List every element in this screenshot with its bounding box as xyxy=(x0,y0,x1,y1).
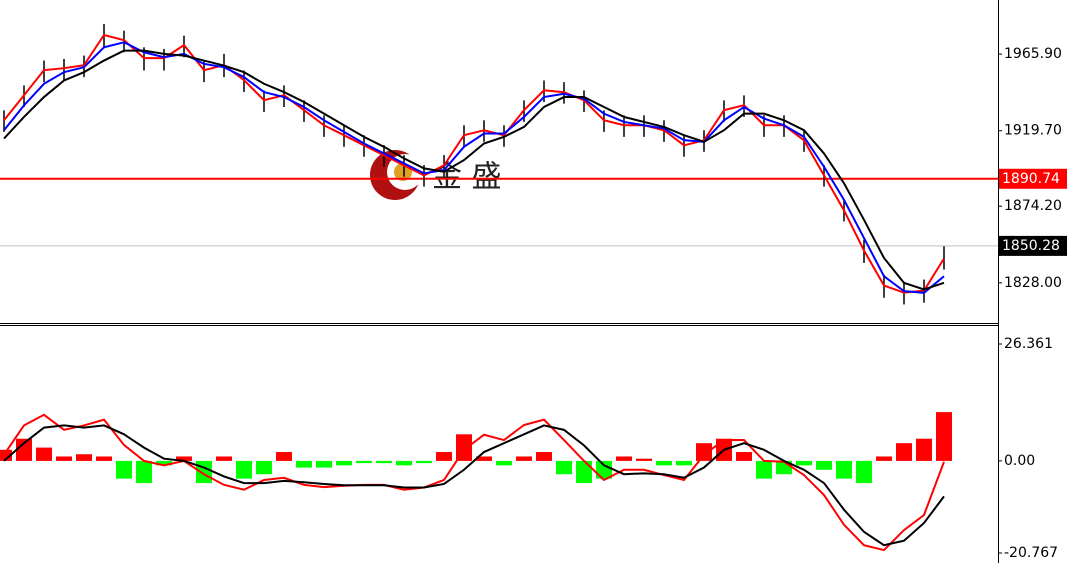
histogram-bar xyxy=(736,452,752,461)
histogram-bar xyxy=(156,460,172,466)
histogram-bar xyxy=(796,460,812,466)
histogram-bar xyxy=(596,460,612,479)
histogram-bar xyxy=(376,460,392,464)
y-tick-label: 1965.90 xyxy=(1004,46,1062,62)
histogram-bar xyxy=(816,460,832,470)
histogram-bar xyxy=(656,460,672,466)
histogram-bar xyxy=(276,452,292,461)
histogram-bar xyxy=(696,443,712,461)
histogram-bar xyxy=(396,460,412,466)
histogram-bar xyxy=(36,447,52,461)
y-tick-label: 1919.70 xyxy=(1004,123,1062,139)
histogram-bar xyxy=(876,456,892,461)
histogram-bar xyxy=(416,460,432,464)
watermark: 金 盛 xyxy=(432,160,502,195)
price-label-box xyxy=(999,168,1067,189)
indicator-line xyxy=(3,49,945,291)
price-label: 1850.28 xyxy=(1002,238,1060,254)
histogram-bar xyxy=(56,456,72,461)
y-tick-label: 1828.00 xyxy=(1004,275,1062,291)
histogram-bar xyxy=(316,460,332,468)
y-tick-label: 1874.20 xyxy=(1004,198,1062,214)
histogram-bar xyxy=(96,456,112,461)
histogram-bar xyxy=(916,438,932,461)
histogram-bar xyxy=(896,443,912,461)
histogram-bar xyxy=(236,460,252,479)
histogram-bar xyxy=(296,460,312,468)
histogram-bar xyxy=(576,460,592,484)
histogram-bar xyxy=(936,412,952,461)
histogram-bar xyxy=(556,460,572,475)
histogram-bar xyxy=(436,452,452,461)
histogram-bar xyxy=(136,460,152,484)
y-tick-label: 26.361 xyxy=(1004,336,1053,352)
histogram-bar xyxy=(0,449,12,461)
histogram-bar xyxy=(476,456,492,461)
y-tick-label: 0.00 xyxy=(1004,453,1035,469)
histogram-bar xyxy=(636,458,652,461)
histogram-bar xyxy=(496,460,512,466)
histogram-bar xyxy=(676,460,692,466)
price-label: 1890.74 xyxy=(1002,171,1060,187)
indicator-line xyxy=(3,413,945,552)
histogram-bar xyxy=(16,438,32,461)
y-tick-label: -20.767 xyxy=(1004,545,1058,561)
price-label-box xyxy=(999,235,1067,256)
histogram-bar xyxy=(256,460,272,475)
histogram-bar xyxy=(516,456,532,461)
histogram-bar xyxy=(196,460,212,484)
histogram-bar xyxy=(856,460,872,484)
histogram-bar xyxy=(216,456,232,461)
indicator-line xyxy=(3,424,945,547)
histogram-bar xyxy=(176,456,192,461)
histogram-bar xyxy=(616,456,632,461)
histogram-bar xyxy=(116,460,132,479)
histogram-bar xyxy=(336,460,352,466)
histogram-bar xyxy=(836,460,852,479)
histogram-bar xyxy=(756,460,772,479)
histogram-bar xyxy=(356,460,372,464)
histogram-bar xyxy=(536,452,552,461)
indicator-line xyxy=(3,41,945,294)
histogram-bar xyxy=(76,454,92,461)
